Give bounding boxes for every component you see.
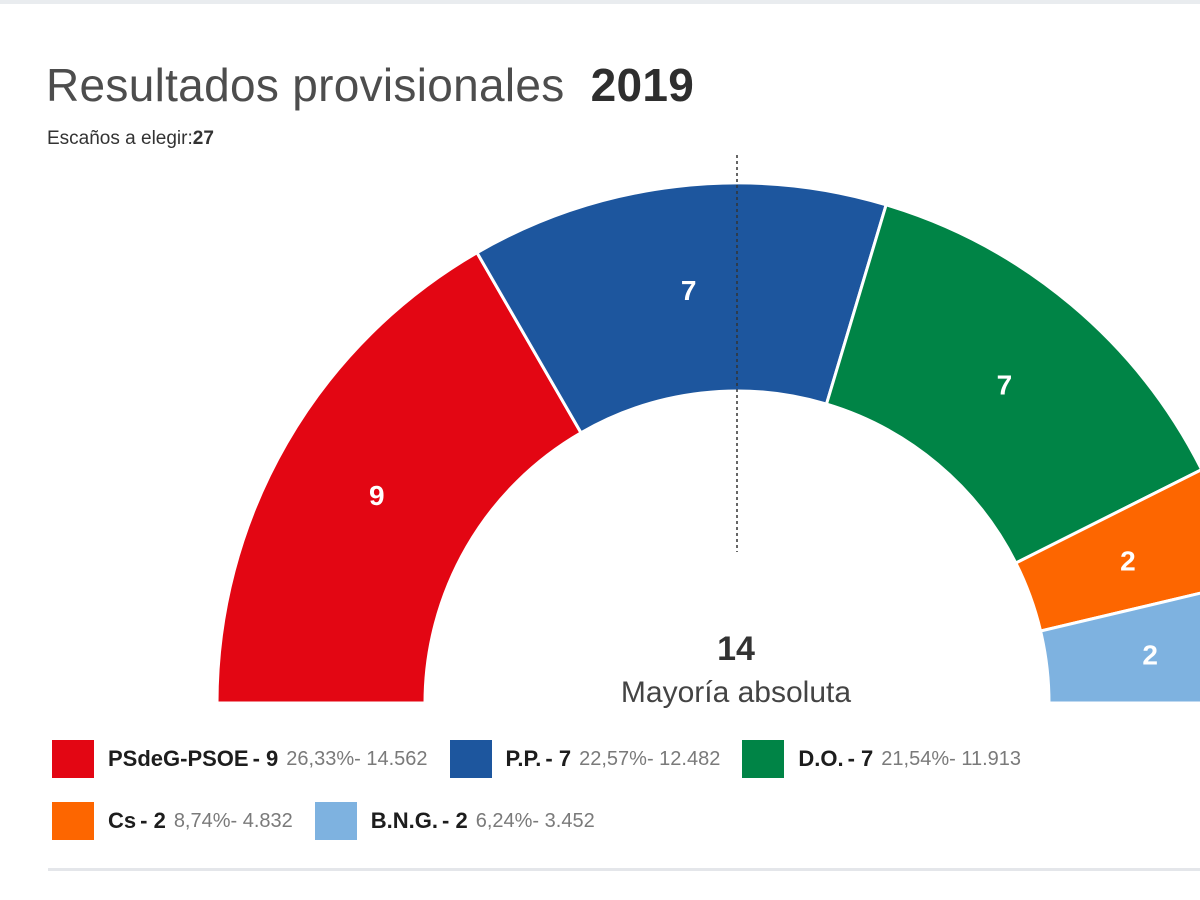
seat-segment-3 [824, 202, 1200, 565]
seat-count-label-3: 7 [997, 369, 1013, 400]
legend-seat-count: - 7 [847, 746, 874, 771]
legend-swatch [52, 740, 94, 778]
top-border [0, 0, 1200, 4]
bottom-divider [48, 868, 1200, 871]
seat-segment-2 [474, 181, 889, 435]
seat-count-label-1: 9 [369, 480, 385, 511]
legend-swatch [52, 802, 94, 840]
legend-party-name: PSdeG-PSOE [108, 746, 249, 771]
title-text: Resultados provisionales [46, 59, 565, 111]
chart-title: Resultados provisionales 2019 [46, 62, 694, 108]
legend-item: D.O. - 7 21,54%- 11.913 [742, 740, 1021, 778]
legend-vote-stats: 26,33%- 14.562 [286, 747, 428, 770]
legend-party-name: P.P. [505, 746, 542, 771]
seat-segment-1 [215, 250, 584, 705]
subtitle-label: Escaños a elegir: [47, 128, 193, 149]
majority-label: Mayoría absoluta [620, 676, 852, 709]
subtitle-seat-count: 27 [192, 128, 214, 149]
seat-segment-4 [1013, 468, 1200, 633]
legend-swatch [314, 802, 357, 840]
legend-vote-stats: 22,57%- 12.482 [579, 747, 721, 770]
seat-count-label-5: 2 [1142, 640, 1158, 671]
legend-vote-stats: 6,24%- 3.452 [475, 809, 595, 832]
legend-party-name: B.N.G. [370, 808, 439, 833]
chart-subtitle: Escaños a elegir:27 [47, 128, 214, 150]
legend-seat-count: - 2 [442, 808, 468, 833]
legend-party-name: D.O. [798, 746, 844, 771]
legend-row: PSdeG-PSOE - 9 26,33%- 14.562 P.P. - 7 22,57%… [52, 738, 1192, 780]
legend-seat-count: - 2 [140, 808, 166, 833]
legend-seat-count: - 9 [252, 746, 279, 771]
legend-item: PSdeG-PSOE - 9 26,33%- 14.562 [52, 740, 428, 778]
legend-item: Cs - 2 8,74%- 4.832 [52, 802, 293, 840]
majority-value: 14 [717, 630, 755, 668]
legend-row: Cs - 2 8,74%- 4.832 B.N.G. - 2 6,24%- 3.452 [52, 800, 1192, 842]
legend-party-name: Cs [108, 808, 137, 833]
title-year: 2019 [590, 59, 695, 111]
legend-seat-count: - 7 [545, 746, 572, 771]
legend-item: P.P. - 7 22,57%- 12.482 [449, 740, 721, 778]
legend-swatch [742, 740, 785, 778]
seat-count-label-4: 2 [1120, 546, 1136, 577]
chart-legend: PSdeG-PSOE - 9 26,33%- 14.562 P.P. - 7 22,57%… [52, 738, 1192, 862]
legend-vote-stats: 21,54%- 11.913 [881, 747, 1022, 770]
legend-vote-stats: 8,74%- 4.832 [173, 809, 293, 832]
legend-item: B.N.G. - 2 6,24%- 3.452 [314, 802, 595, 840]
legend-swatch [449, 740, 492, 778]
seat-count-label-2: 7 [681, 275, 697, 306]
seat-segment-5 [1038, 591, 1200, 705]
